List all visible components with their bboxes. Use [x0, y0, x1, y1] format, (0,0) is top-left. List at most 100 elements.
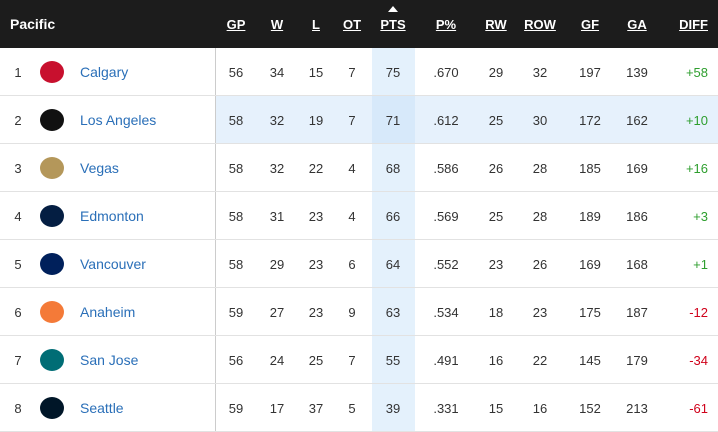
header-bar — [0, 0, 718, 48]
column-header[interactable]: ROW — [524, 17, 556, 32]
stat-cell: .491 — [433, 353, 459, 368]
stat-cell: 152 — [579, 401, 601, 416]
stat-cell: 22 — [532, 353, 548, 368]
stat-cell: 7 — [348, 65, 356, 80]
stat-cell: 32 — [269, 161, 285, 176]
stat-cell: 19 — [308, 113, 324, 128]
stat-cell: 75 — [385, 65, 401, 80]
stat-cell: 186 — [626, 209, 648, 224]
team-logo — [40, 253, 64, 275]
stat-cell: 169 — [626, 161, 648, 176]
stat-cell: +10 — [685, 113, 708, 128]
row-border — [0, 383, 718, 384]
team-logo — [40, 301, 64, 323]
stat-cell: 172 — [579, 113, 601, 128]
stat-cell: 179 — [626, 353, 648, 368]
row-border — [0, 143, 718, 144]
stat-cell: 23 — [308, 305, 324, 320]
stat-cell: +16 — [685, 161, 708, 176]
team-name[interactable]: Vancouver — [80, 256, 146, 272]
stat-cell: 68 — [385, 161, 401, 176]
stat-cell: -34 — [689, 353, 708, 368]
stat-cell: 29 — [488, 65, 504, 80]
stat-cell: +3 — [693, 209, 708, 224]
row-border — [0, 335, 718, 336]
stat-cell: 25 — [488, 113, 504, 128]
stat-cell: 23 — [308, 209, 324, 224]
stat-cell: 59 — [228, 401, 244, 416]
stat-cell: 34 — [269, 65, 285, 80]
stat-cell: -61 — [689, 401, 708, 416]
stat-cell: 56 — [228, 65, 244, 80]
stat-cell: .534 — [433, 305, 459, 320]
stat-cell: .569 — [433, 209, 459, 224]
stat-cell: 28 — [532, 161, 548, 176]
stat-cell: 5 — [348, 401, 356, 416]
team-name[interactable]: Seattle — [80, 400, 124, 416]
row-border — [0, 287, 718, 288]
stat-cell: 58 — [228, 257, 244, 272]
stat-cell: 17 — [269, 401, 285, 416]
stat-cell: 197 — [579, 65, 601, 80]
stat-cell: .612 — [433, 113, 459, 128]
column-header[interactable]: W — [270, 17, 284, 32]
stat-cell: 58 — [228, 209, 244, 224]
stat-cell: 25 — [488, 209, 504, 224]
stat-cell: .331 — [433, 401, 459, 416]
stat-cell: 162 — [626, 113, 648, 128]
stat-cell: 59 — [228, 305, 244, 320]
column-header[interactable]: L — [312, 17, 320, 32]
rank: 7 — [14, 353, 22, 368]
stat-cell: 23 — [488, 257, 504, 272]
stat-cell: 6 — [348, 257, 356, 272]
stat-cell: -12 — [689, 305, 708, 320]
stat-cell: 15 — [488, 401, 504, 416]
stat-cell: 29 — [269, 257, 285, 272]
row-highlight — [216, 96, 718, 144]
stat-cell: 64 — [385, 257, 401, 272]
stat-cell: 26 — [532, 257, 548, 272]
stat-cell: 27 — [269, 305, 285, 320]
rank: 6 — [14, 305, 22, 320]
column-header[interactable]: RW — [485, 17, 507, 32]
stat-cell: +1 — [693, 257, 708, 272]
stat-cell: 22 — [308, 161, 324, 176]
team-name[interactable]: Los Angeles — [80, 112, 157, 128]
column-header[interactable]: DIFF — [679, 17, 708, 32]
team-logo — [40, 349, 64, 371]
column-header[interactable]: P% — [435, 17, 457, 32]
team-name[interactable]: San Jose — [80, 352, 139, 368]
pts-highlight — [372, 48, 415, 432]
column-header[interactable]: PTS — [380, 17, 406, 32]
rank: 8 — [14, 401, 22, 416]
column-header[interactable]: GF — [580, 17, 600, 32]
row-border — [0, 239, 718, 240]
column-header[interactable]: GA — [627, 17, 647, 32]
stat-cell: 37 — [308, 401, 324, 416]
stat-cell: 23 — [532, 305, 548, 320]
stat-cell: 55 — [385, 353, 401, 368]
stat-cell: 9 — [348, 305, 356, 320]
team-name[interactable]: Anaheim — [80, 304, 136, 320]
stat-cell: 23 — [308, 257, 324, 272]
stat-cell: 168 — [626, 257, 648, 272]
stat-cell: 175 — [579, 305, 601, 320]
division-title: Pacific — [10, 16, 56, 32]
stat-cell: 139 — [626, 65, 648, 80]
team-name[interactable]: Calgary — [80, 64, 129, 80]
column-header[interactable]: OT — [342, 17, 362, 32]
stat-cell: 58 — [228, 161, 244, 176]
team-logo — [40, 157, 64, 179]
stat-cell: 39 — [385, 401, 401, 416]
team-name[interactable]: Vegas — [80, 160, 119, 176]
stat-cell: 66 — [385, 209, 401, 224]
stat-cell: 56 — [228, 353, 244, 368]
column-header[interactable]: GP — [226, 17, 246, 32]
team-logo — [40, 109, 64, 131]
rank: 4 — [14, 209, 22, 224]
stat-cell: 7 — [348, 353, 356, 368]
team-name[interactable]: Edmonton — [80, 208, 144, 224]
row-border — [0, 191, 718, 192]
stat-cell: 4 — [348, 209, 356, 224]
rank: 1 — [14, 65, 22, 80]
